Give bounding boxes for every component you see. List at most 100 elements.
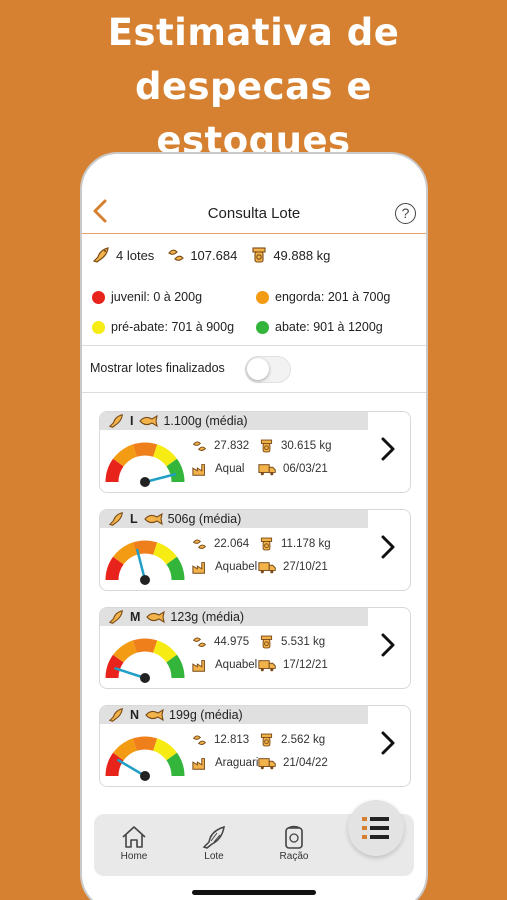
truck-icon [258, 660, 276, 672]
chevron-right-icon[interactable] [380, 730, 396, 756]
legend-pre-abate-label: pré-abate: 701 à 900g [111, 320, 235, 334]
lot-card-header: M 123g (média) [100, 608, 368, 626]
gauge-segment-engorda [113, 738, 138, 761]
back-button[interactable] [92, 198, 108, 229]
lot-letter: L [130, 512, 138, 526]
lot-average-weight: 123g (média) [170, 610, 245, 624]
fish-weight-icon [145, 708, 164, 722]
gauge-segment-engorda-2 [132, 540, 158, 555]
gauge-segment-juvenil [105, 654, 124, 679]
lot-date: 21/04/22 [258, 755, 328, 771]
lot-count: 44.975 [191, 634, 249, 650]
scale-icon [260, 537, 273, 551]
lot-count: 12.813 [191, 732, 249, 748]
weight-gauge [105, 736, 185, 781]
gauge-needle [143, 473, 177, 484]
home-indicator [192, 890, 316, 895]
stat-peso-value: 49.888 kg [273, 247, 331, 263]
tab-home-label: Home [120, 851, 148, 862]
fish-icon [92, 247, 109, 263]
fish-weight-icon [143, 512, 163, 526]
gauge-segment-pre-abate [152, 640, 177, 663]
lot-card-header: L 506g (média) [100, 510, 368, 528]
gauge-segment-juvenil [105, 556, 124, 581]
lot-card-header: N 199g (média) [100, 706, 368, 724]
tab-home[interactable]: Home [104, 824, 164, 862]
lot-supplier: Aquabel [191, 559, 257, 575]
fish-school-icon [192, 637, 207, 647]
stat-lotes: 4 lotes [92, 246, 154, 264]
finished-lots-switch[interactable] [245, 356, 291, 383]
phone-frame: Consulta Lote ? 4 lotes 107.684 [80, 152, 428, 900]
lot-supplier-value: Araguari [215, 757, 259, 769]
lot-card[interactable]: M 123g (média) 44.975 5.531 kg [99, 607, 411, 689]
promo-headline: Estimativa de despecas e estoques [0, 6, 507, 168]
lot-weight: 5.531 kg [258, 634, 325, 650]
lot-date-value: 17/12/21 [283, 659, 328, 671]
fish-icon [108, 610, 123, 624]
lot-letter: I [130, 414, 134, 428]
legend-abate-label: abate: 901 à 1200g [275, 320, 383, 334]
weight-gauge [105, 638, 185, 683]
gauge-hub [140, 477, 150, 487]
tab-lote[interactable]: Lote [184, 824, 244, 862]
finished-lots-toggle-row: Mostrar lotes finalizados [82, 346, 426, 393]
chevron-right-icon[interactable] [380, 436, 396, 462]
fish-school-icon [192, 539, 207, 549]
lot-weight-value: 30.615 kg [281, 440, 332, 452]
fish-icon [108, 414, 123, 428]
lot-count-value: 44.975 [214, 636, 250, 648]
lot-card-header: I 1.100g (média) [100, 412, 368, 430]
page-title: Consulta Lote [207, 205, 301, 222]
chevron-right-icon[interactable] [380, 632, 396, 658]
gauge-segment-pre-abate [152, 738, 177, 761]
gauge-hub [140, 575, 150, 585]
lot-weight: 30.615 kg [258, 438, 332, 454]
scale-icon [252, 247, 266, 263]
fish-icon [108, 708, 123, 722]
lot-card[interactable]: I 1.100g (média) 27.832 30.615 kg [99, 411, 411, 493]
fish-weight-icon [139, 414, 159, 428]
factory-icon [192, 562, 205, 574]
fish-weight-icon [146, 610, 166, 624]
gauge-segment-engorda [113, 640, 138, 663]
legend-pre-abate: pré-abate: 701 à 900g [92, 320, 234, 334]
nav-bar: Consulta Lote ? [82, 194, 426, 234]
lot-supplier-value: Aqual [215, 463, 245, 475]
chevron-right-icon[interactable] [380, 534, 396, 560]
stat-peixes: 107.684 [166, 246, 237, 264]
lot-supplier-value: Aquabel [215, 561, 258, 573]
lot-weight-value: 2.562 kg [281, 734, 326, 746]
gauge-hub [140, 771, 150, 781]
fish-school-icon [168, 249, 185, 261]
lot-card[interactable]: L 506g (média) 22.064 11.178 kg [99, 509, 411, 591]
headline-line-2: despecas e [134, 65, 373, 108]
tab-lote-label: Lote [204, 851, 224, 862]
help-button[interactable]: ? [395, 203, 416, 224]
lot-average-weight: 506g (média) [167, 512, 242, 526]
tab-racao-label: Ração [279, 851, 309, 862]
weight-gauge [105, 442, 185, 487]
gauge-segment-pre-abate [152, 444, 177, 467]
lot-count: 27.832 [191, 438, 249, 454]
gauge-segment-engorda [113, 542, 138, 565]
lot-count-value: 12.813 [214, 734, 250, 746]
fish-icon [108, 512, 123, 526]
lot-count: 22.064 [191, 536, 249, 552]
tab-racao[interactable]: Ração [264, 824, 324, 862]
green-dot-icon [256, 320, 269, 334]
switch-knob [247, 358, 269, 380]
legend-engorda: engorda: 201 à 700g [256, 290, 390, 304]
lot-weight: 2.562 kg [258, 732, 325, 748]
menu-fab-button[interactable] [348, 800, 404, 856]
gauge-hub [140, 673, 150, 683]
lot-card[interactable]: N 199g (média) 12.813 2.562 kg [99, 705, 411, 787]
factory-icon [192, 464, 205, 476]
lot-date-value: 06/03/21 [283, 463, 328, 475]
scale-icon [260, 439, 273, 453]
lot-date: 27/10/21 [258, 559, 328, 575]
weight-gauge [105, 540, 185, 585]
lot-weight-value: 11.178 kg [281, 538, 331, 550]
gauge-segment-abate [166, 752, 185, 777]
gauge-needle [117, 758, 147, 778]
